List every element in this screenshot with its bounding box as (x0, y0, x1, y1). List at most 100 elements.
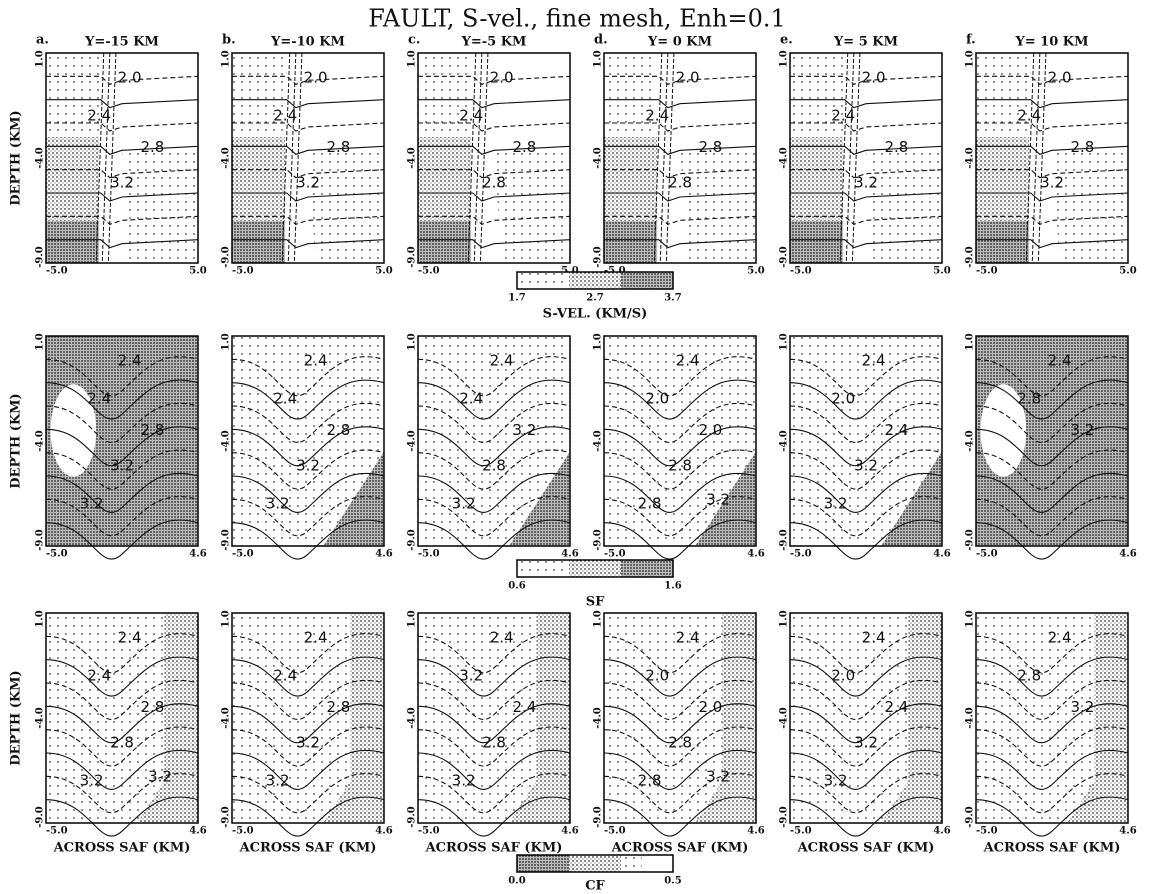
contour-line (604, 169, 757, 179)
panel-letter: a. (36, 33, 49, 48)
contour-label: 3.2 (80, 772, 104, 790)
contour-line (417, 379, 571, 420)
contour-line (789, 796, 943, 837)
shade-band (418, 137, 472, 179)
contour-label: 2.4 (1048, 352, 1072, 370)
contour-line (417, 726, 571, 767)
shade-band (232, 53, 286, 95)
shade-band (350, 613, 384, 823)
y-tick-label: 1.0 (593, 610, 604, 627)
contour-label: 2.4 (118, 629, 142, 647)
y-tick-label: -4.0 (779, 430, 790, 452)
fault-line (659, 52, 669, 264)
contour-label: 3.2 (296, 734, 320, 752)
x-tick-label: -5.0 (604, 826, 626, 837)
panel-heading: Y= 0 KM (647, 35, 712, 50)
shade-band (976, 53, 1030, 95)
shade-band (46, 221, 100, 263)
contour-panel (417, 612, 571, 837)
y-tick-label: 1.0 (407, 333, 418, 350)
y-tick-label: -9.0 (965, 806, 976, 828)
contour-line (975, 633, 1129, 674)
contour-label: 2.8 (668, 174, 692, 192)
contour-line (417, 703, 571, 744)
panel-frame (231, 335, 385, 547)
panel-letter: e. (780, 33, 793, 48)
contour-line (789, 749, 943, 790)
shade-band (980, 384, 1027, 477)
contour-line (603, 426, 757, 467)
contour-label: 2.8 (326, 138, 350, 156)
contour-line (975, 656, 1129, 697)
x-tick-label: 5.0 (561, 266, 578, 277)
contour-line (417, 633, 571, 674)
contour-line (45, 796, 199, 837)
contour-line (603, 379, 757, 420)
shade-band (418, 221, 472, 263)
contour-label: 3.2 (854, 174, 878, 192)
contour-label: 2.8 (482, 734, 506, 752)
contour-line (231, 773, 385, 814)
y-tick-label: 1.0 (965, 610, 976, 627)
contour-label: 2.0 (118, 69, 142, 87)
x-axis-label: ACROSS SAF (KM) (983, 841, 1121, 856)
panel-frame (45, 52, 199, 264)
contour-line (418, 192, 571, 202)
y-tick-label: -4.0 (593, 707, 604, 729)
x-tick-label: -5.0 (46, 826, 68, 837)
contour-line (789, 679, 943, 720)
y-tick-label: -9.0 (593, 246, 604, 268)
contour-line (231, 703, 385, 744)
contour-panel (603, 612, 757, 837)
x-tick-label: 5.0 (1119, 266, 1136, 277)
contour-line (789, 773, 943, 814)
contour-label: 2.8 (668, 734, 692, 752)
colorbar-label: CF (585, 879, 605, 894)
contour-line (418, 75, 571, 85)
colorbar-tick: 0.5 (664, 876, 681, 887)
panel-heading: Y= 5 KM (833, 35, 898, 50)
y-tick-label: 1.0 (221, 333, 232, 350)
x-tick-label: 5.0 (933, 266, 950, 277)
panel-letter: c. (408, 33, 420, 48)
x-tick-label: 4.6 (747, 549, 764, 560)
colorbar-tick: 0.6 (508, 581, 525, 592)
contour-label: 2.4 (273, 107, 297, 125)
contour-line (975, 449, 1129, 490)
contour-line (789, 356, 943, 397)
contour-label: 2.4 (87, 107, 111, 125)
contour-line (46, 192, 199, 202)
shade-band (232, 137, 286, 179)
contour-line (46, 122, 199, 132)
shade-band (604, 221, 658, 263)
contour-line (231, 633, 385, 674)
contour-label: 2.8 (512, 138, 536, 156)
y-tick-label: 1.0 (779, 50, 790, 67)
contour-line (975, 496, 1129, 537)
contour-label: 3.2 (296, 457, 320, 475)
fault-line (839, 52, 849, 264)
contour-line (604, 192, 757, 202)
contour-line (975, 472, 1129, 513)
shade-band (908, 613, 942, 823)
figure-title: FAULT, S-vel., fine mesh, Enh=0.1 (368, 5, 786, 33)
contour-label: 3.2 (296, 174, 320, 192)
contour-line (231, 379, 385, 420)
contour-line (790, 192, 943, 202)
shade-band (1067, 451, 1128, 546)
contour-label: 3.2 (80, 495, 104, 513)
y-tick-label: -4.0 (593, 430, 604, 452)
shade-band (418, 53, 472, 95)
contour-line (604, 122, 757, 132)
panel-heading: Y=-10 KM (270, 35, 345, 50)
contour-panel (231, 612, 385, 837)
x-tick-label: 4.6 (561, 826, 578, 837)
contour-line (232, 122, 385, 132)
colorbar-frame (516, 854, 674, 873)
contour-line (231, 402, 385, 443)
contour-label: 3.2 (110, 174, 134, 192)
contour-label: 2.0 (676, 69, 700, 87)
contour-line (417, 679, 571, 720)
contour-line (231, 679, 385, 720)
contour-label: 3.2 (1070, 698, 1094, 716)
